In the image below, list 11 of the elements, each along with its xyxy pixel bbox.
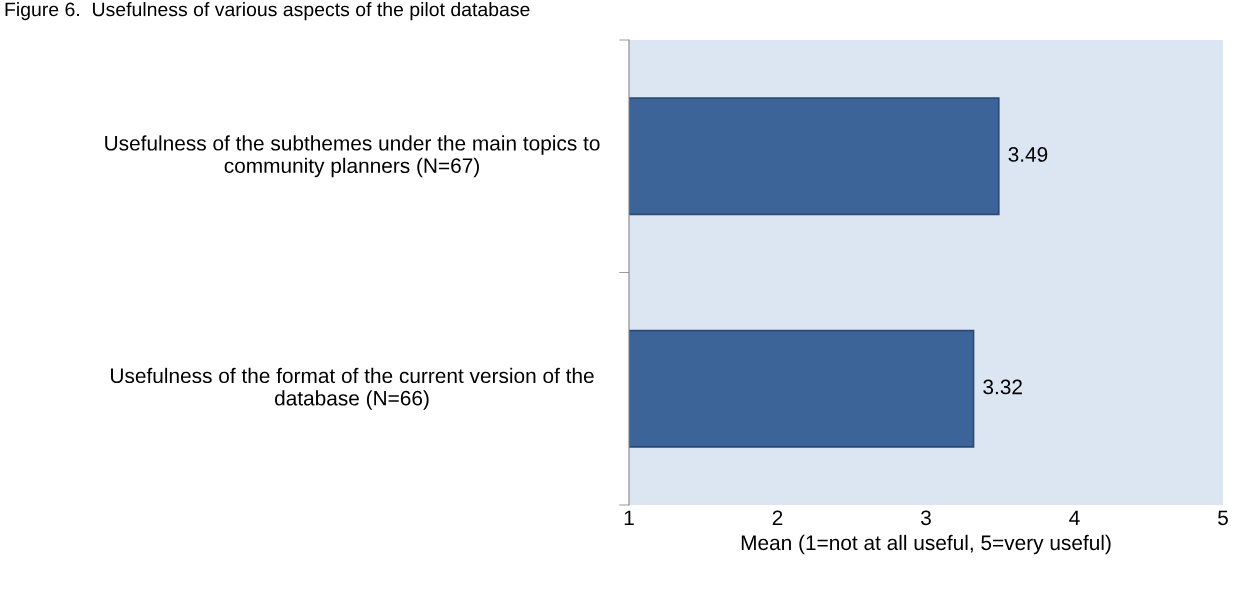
data-label: 3.32 bbox=[983, 379, 1022, 395]
y-tick-label: Usefulness of the format of the current version of the database (N=66) bbox=[111, 367, 594, 410]
x-tick-label: 2 bbox=[772, 510, 783, 525]
x-tick-label: 3 bbox=[921, 510, 931, 526]
x-tick-label: 4 bbox=[1069, 510, 1080, 525]
data-label: 3.49 bbox=[1008, 147, 1048, 162]
x-tick-label: 1 bbox=[624, 510, 634, 525]
x-tick-label: 5 bbox=[1218, 510, 1228, 526]
y-tick-label: Usefulness of the subthemes under the main topics to community planners (N=67) bbox=[105, 135, 600, 178]
x-axis-title: Mean (1=not at all useful, 5=very useful) bbox=[741, 534, 1111, 555]
text: Figure 6. Usefulness of various aspects of the pilot database bbox=[5, 2, 530, 21]
